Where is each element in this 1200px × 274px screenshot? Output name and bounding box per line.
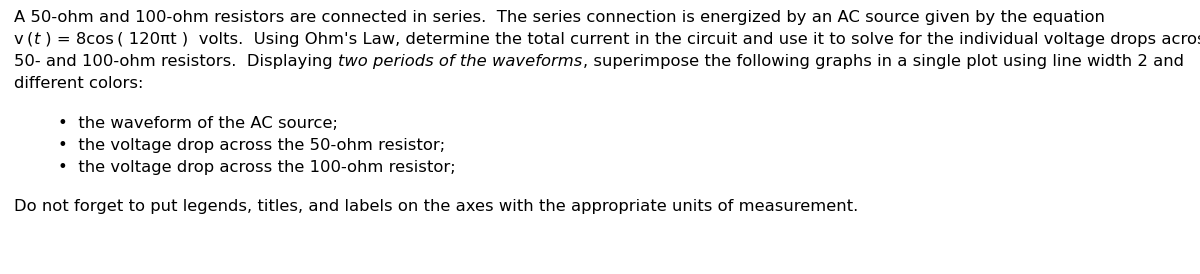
Text: •  the voltage drop across the 100-ohm resistor;: • the voltage drop across the 100-ohm re… (58, 159, 455, 175)
Text: •  the voltage drop across the 50-ohm resistor;: • the voltage drop across the 50-ohm res… (58, 138, 445, 153)
Text: 50- and 100-ohm resistors.  Displaying: 50- and 100-ohm resistors. Displaying (14, 54, 338, 69)
Text: ) = 8cos ( 120πt )  volts.  Using Ohm's Law, determine the total current in the : ) = 8cos ( 120πt ) volts. Using Ohm's La… (40, 32, 1200, 47)
Text: two periods of the waveforms: two periods of the waveforms (338, 54, 582, 69)
Text: Do not forget to put legends, titles, and labels on the axes with the appropriat: Do not forget to put legends, titles, an… (14, 199, 859, 214)
Text: v (: v ( (14, 32, 34, 47)
Text: different colors:: different colors: (14, 76, 144, 91)
Text: •  the waveform of the AC source;: • the waveform of the AC source; (58, 116, 337, 131)
Text: , superimpose the following graphs in a single plot using line width 2 and: , superimpose the following graphs in a … (582, 54, 1183, 69)
Text: t: t (34, 32, 40, 47)
Text: A 50-ohm and 100-ohm resistors are connected in series.  The series connection i: A 50-ohm and 100-ohm resistors are conne… (14, 10, 1105, 25)
